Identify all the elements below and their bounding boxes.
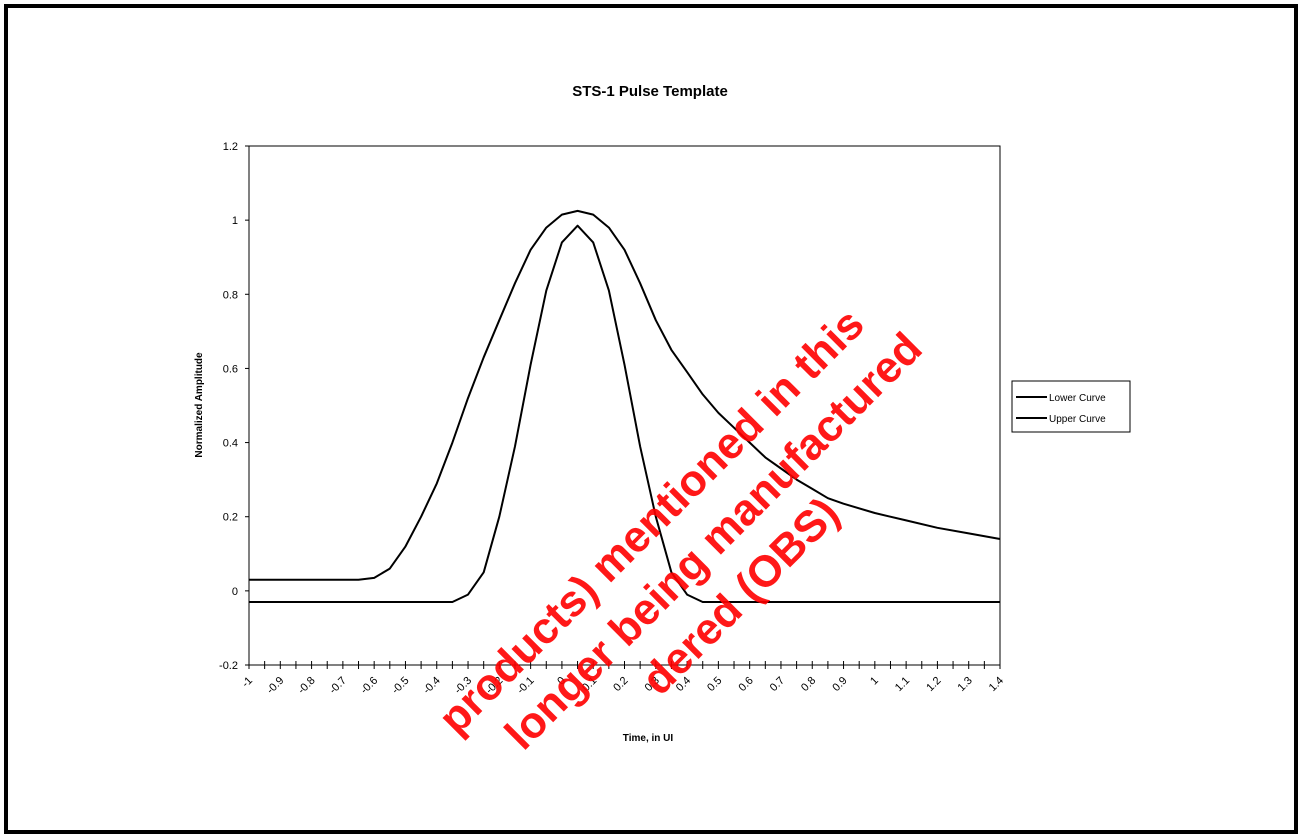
x-tick-label: -0.6 [358, 675, 380, 697]
legend-label-lower: Lower Curve [1049, 393, 1106, 404]
y-tick-label: 0 [232, 586, 238, 598]
legend: Lower Curve Upper Curve [1011, 380, 1131, 433]
y-tick-label: 0.8 [223, 289, 238, 301]
y-tick-label: 1.2 [223, 141, 238, 153]
x-tick-label: 1 [868, 675, 881, 688]
x-tick-label: -0.4 [421, 675, 443, 697]
x-tick-label: 1.4 [987, 675, 1006, 694]
x-tick-label: 0.8 [799, 675, 818, 694]
x-tick-label: -0.9 [265, 675, 287, 697]
x-tick-label: 0.6 [736, 675, 755, 694]
x-tick-label: 1.2 [924, 675, 943, 694]
x-tick-label: 0.9 [830, 675, 849, 694]
x-tick-label: 0.5 [705, 675, 724, 694]
legend-box [1011, 380, 1131, 433]
x-tick-label: -0.5 [390, 675, 412, 697]
x-tick-label: 0.2 [611, 675, 630, 694]
series-line-lower-curve [249, 224, 1000, 603]
y-axis-label: Normalized Amplitude [194, 352, 205, 458]
x-tick-label: 1.3 [956, 675, 975, 694]
x-tick-label: -1 [240, 675, 255, 690]
y-tick-label: 1 [232, 215, 238, 227]
y-tick-label: -0.2 [219, 660, 238, 672]
y-tick-label: 0.2 [223, 512, 238, 524]
y-tick-label: 0.6 [223, 363, 238, 375]
series-lines [249, 209, 1001, 603]
x-axis-label: Time, in UI [623, 733, 674, 744]
x-tick-label: 0.7 [768, 675, 787, 694]
y-axis-ticks: 1.2 1 0.8 0.6 0.4 0.2 0 -0.2 [219, 141, 249, 672]
x-tick-label: -0.8 [296, 675, 318, 697]
x-tick-label: 1.1 [893, 675, 912, 694]
x-tick-label: -0.7 [327, 675, 349, 697]
series-line-upper-curve [249, 209, 1001, 581]
chart: STS-1 Pulse Template 1.2 1 0.8 0.6 0.4 0.2 0 -0… [194, 83, 1131, 759]
y-tick-label: 0.4 [223, 438, 238, 450]
chart-title: STS-1 Pulse Template [572, 83, 728, 100]
legend-label-upper: Upper Curve [1049, 414, 1106, 425]
plot-area [248, 145, 1001, 666]
